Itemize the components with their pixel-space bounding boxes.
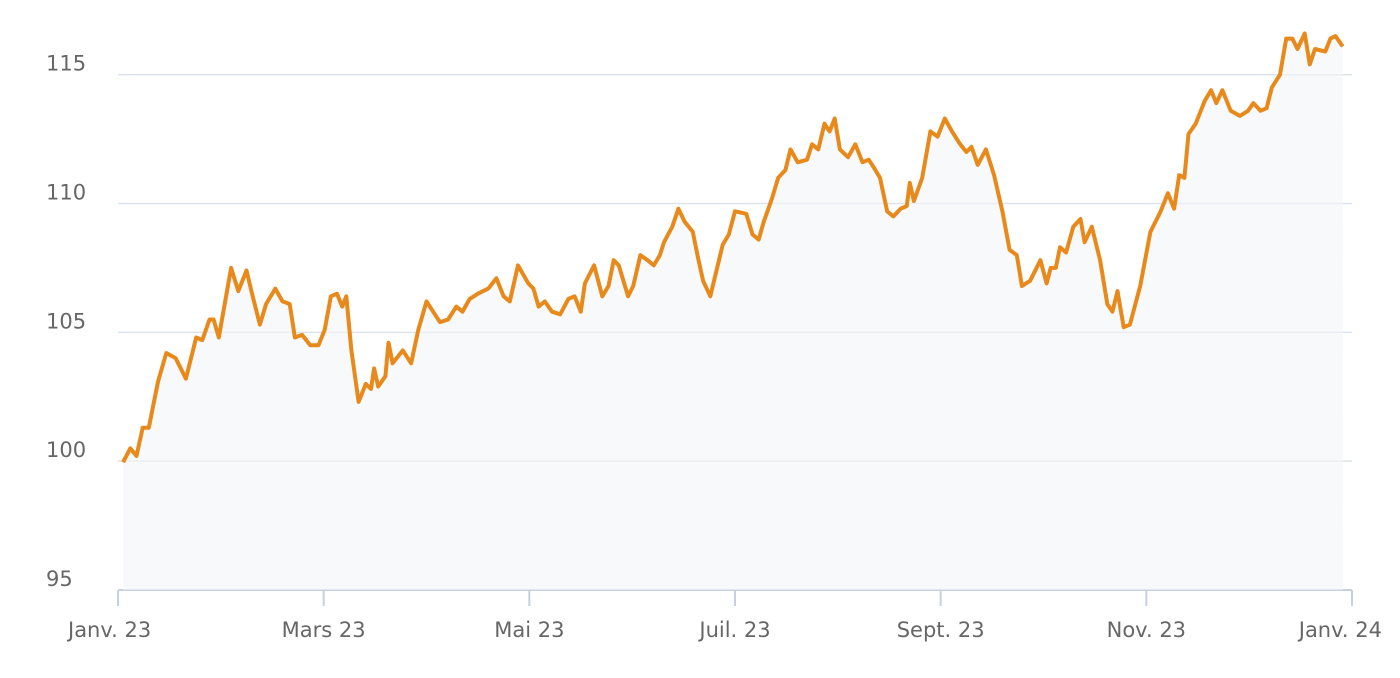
x-tick-label: Janv. 24 — [1297, 618, 1382, 642]
line — [121, 31, 1345, 464]
x-tick-label: Sept. 23 — [897, 618, 985, 642]
area-fill — [123, 33, 1343, 590]
x-tick-label: Janv. 23 — [66, 618, 151, 642]
y-tick-label: 100 — [46, 438, 86, 462]
x-tick-label: Nov. 23 — [1107, 618, 1186, 642]
y-tick-label: 115 — [46, 52, 86, 76]
x-tick-label: Mai 23 — [494, 618, 564, 642]
y-tick-label: 110 — [46, 181, 86, 205]
x-tick-label: Mars 23 — [282, 618, 366, 642]
x-tick-label: Juil. 23 — [697, 618, 770, 642]
y-tick-label: 95 — [46, 567, 73, 591]
y-tick-label: 105 — [46, 309, 86, 333]
